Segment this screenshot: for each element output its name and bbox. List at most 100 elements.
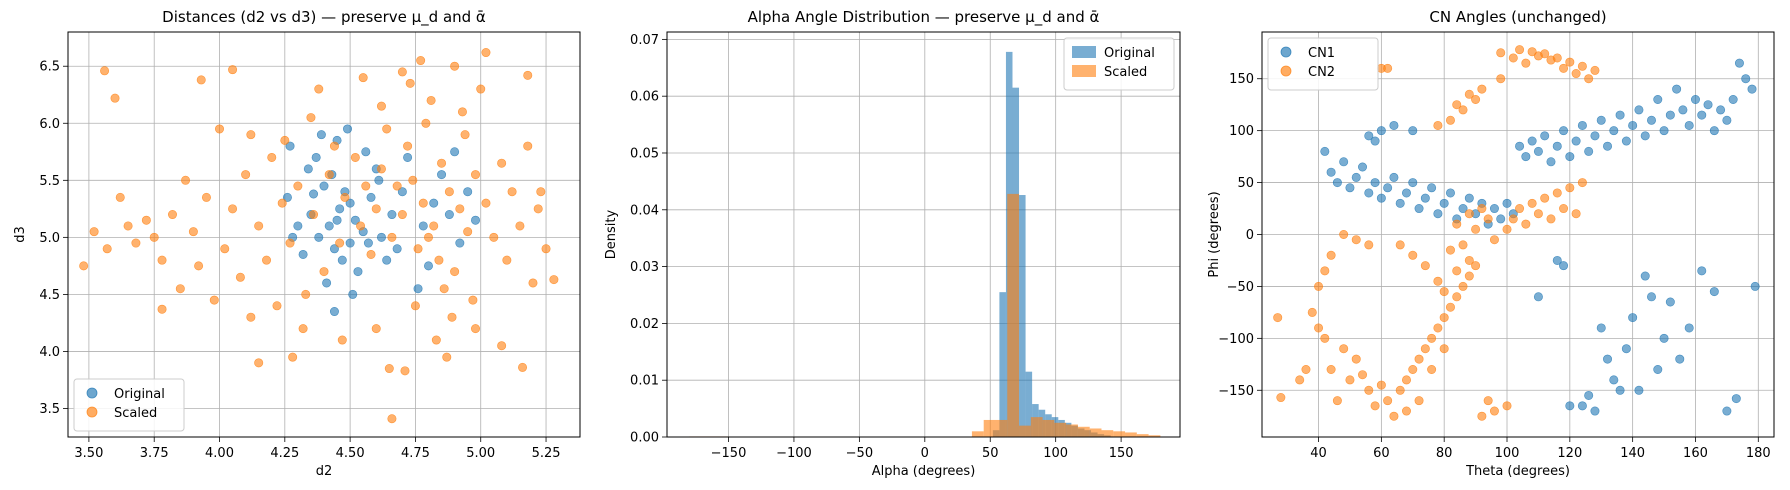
data-point	[421, 118, 431, 128]
data-point	[353, 267, 363, 277]
data-point	[1389, 411, 1399, 421]
legend-marker	[1280, 65, 1292, 77]
data-point	[549, 275, 559, 285]
data-point	[1678, 105, 1688, 115]
data-point	[455, 238, 465, 248]
data-point	[345, 238, 355, 248]
data-point	[1433, 120, 1443, 130]
data-point	[1515, 204, 1525, 214]
legend-label: Scaled	[1104, 65, 1147, 80]
data-point	[1596, 115, 1606, 125]
data-point	[1672, 84, 1682, 94]
data-point	[309, 210, 319, 220]
data-point	[1628, 313, 1638, 323]
data-point	[1439, 313, 1449, 323]
y-axis-label: Phi (degrees)	[1207, 191, 1222, 277]
data-point	[376, 164, 386, 174]
data-point	[457, 107, 467, 117]
data-point	[1540, 131, 1550, 141]
data-point	[1483, 214, 1493, 224]
data-point	[1559, 204, 1569, 214]
histogram-bar	[1066, 424, 1078, 437]
data-point	[329, 141, 339, 151]
data-point	[337, 255, 347, 265]
data-point	[1345, 375, 1355, 385]
legend-label: Scaled	[114, 406, 157, 421]
data-point	[1307, 307, 1317, 317]
data-point	[1433, 209, 1443, 219]
data-point	[340, 192, 350, 202]
data-point	[1571, 209, 1581, 219]
data-point	[416, 56, 426, 66]
data-point	[1276, 393, 1286, 403]
data-point	[363, 238, 373, 248]
data-point	[1615, 110, 1625, 120]
data-point	[350, 215, 360, 225]
legend-marker	[86, 387, 98, 399]
data-point	[1332, 396, 1342, 406]
data-point	[1571, 69, 1581, 79]
data-point	[413, 284, 423, 294]
data-point	[376, 232, 386, 242]
data-point	[350, 152, 360, 162]
data-point	[502, 255, 512, 265]
data-point	[1722, 406, 1732, 416]
plot-frame	[666, 31, 1181, 438]
data-point	[1439, 344, 1449, 354]
data-point	[1646, 115, 1656, 125]
data-point	[403, 141, 413, 151]
legend: Original Scaled	[1063, 37, 1175, 91]
x-tick-label: 3.75	[140, 446, 169, 461]
x-tick-label: 5.00	[466, 446, 495, 461]
data-point	[437, 170, 447, 180]
data-point	[1445, 245, 1455, 255]
data-point	[1747, 84, 1757, 94]
data-point	[1697, 110, 1707, 120]
data-point	[444, 210, 454, 220]
data-point	[371, 204, 381, 214]
x-tick-label: 4.00	[205, 446, 234, 461]
data-point	[1339, 344, 1349, 354]
data-point	[382, 124, 392, 134]
histogram-bar	[1136, 434, 1149, 437]
data-point	[1445, 302, 1455, 312]
data-point	[175, 284, 185, 294]
data-point	[1395, 198, 1405, 208]
data-point	[1489, 204, 1499, 214]
data-point	[1295, 375, 1305, 385]
data-point	[1540, 193, 1550, 203]
y-tick-label: 100	[1229, 124, 1254, 139]
data-point	[343, 124, 353, 134]
data-point	[1577, 61, 1587, 71]
data-point	[1370, 401, 1380, 411]
data-point	[246, 312, 256, 322]
data-point	[1414, 204, 1424, 214]
histogram-bar	[1007, 193, 1020, 437]
data-point	[1559, 63, 1569, 73]
data-point	[348, 289, 358, 299]
data-point	[366, 192, 376, 202]
histogram-bar	[1042, 419, 1055, 437]
plot-area	[79, 48, 559, 424]
x-tick-label: 4.75	[401, 446, 430, 461]
data-point	[497, 341, 507, 351]
data-point	[149, 232, 159, 242]
data-point	[267, 152, 277, 162]
x-axis-label: d2	[316, 464, 333, 479]
data-point	[450, 267, 460, 277]
data-point	[1653, 95, 1663, 105]
data-point	[418, 221, 428, 231]
data-point	[1420, 344, 1430, 354]
data-point	[1427, 364, 1437, 374]
data-point	[1540, 49, 1550, 59]
data-point	[1571, 136, 1581, 146]
data-point	[1376, 380, 1386, 390]
data-point	[382, 255, 392, 265]
data-point	[523, 70, 533, 80]
data-point	[1646, 292, 1656, 302]
data-point	[1502, 224, 1512, 234]
histogram-bar	[1019, 425, 1031, 437]
legend-label: Original	[114, 387, 165, 402]
data-point	[1351, 235, 1361, 245]
data-point	[1734, 58, 1744, 68]
